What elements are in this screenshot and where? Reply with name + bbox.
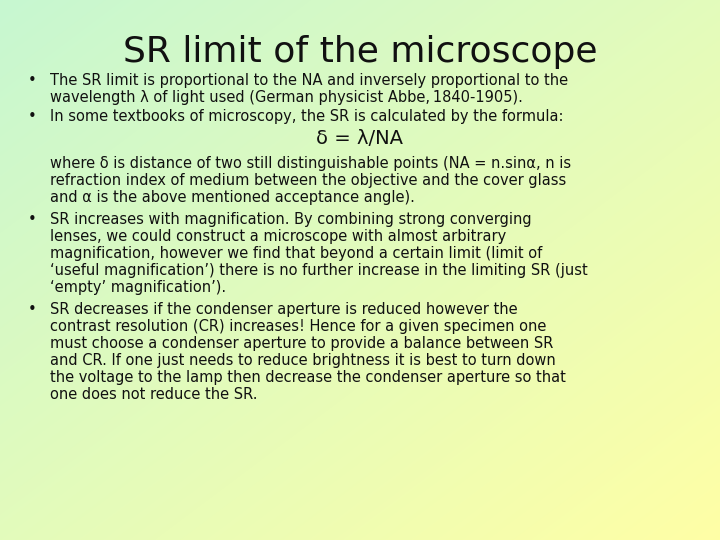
Text: •: •: [28, 109, 37, 124]
Text: one does not reduce the SR.: one does not reduce the SR.: [50, 387, 258, 402]
Text: •: •: [28, 73, 37, 88]
Text: where δ is distance of two still distinguishable points (NA = n.sinα, n is: where δ is distance of two still disting…: [50, 156, 571, 171]
Text: SR limit of the microscope: SR limit of the microscope: [122, 35, 598, 69]
Text: ‘empty’ magnification’).: ‘empty’ magnification’).: [50, 280, 226, 295]
Text: δ = λ/NA: δ = λ/NA: [317, 129, 403, 148]
Text: the voltage to the lamp then decrease the condenser aperture so that: the voltage to the lamp then decrease th…: [50, 370, 566, 385]
Text: and CR. If one just needs to reduce brightness it is best to turn down: and CR. If one just needs to reduce brig…: [50, 353, 556, 368]
Text: In some textbooks of microscopy, the SR is calculated by the formula:: In some textbooks of microscopy, the SR …: [50, 109, 564, 124]
Text: SR increases with magnification. By combining strong converging: SR increases with magnification. By comb…: [50, 212, 531, 227]
Text: refraction index of medium between the objective and the cover glass: refraction index of medium between the o…: [50, 173, 566, 188]
Text: SR decreases if the condenser aperture is reduced however the: SR decreases if the condenser aperture i…: [50, 302, 518, 317]
Text: magnification, however we find that beyond a certain limit (limit of: magnification, however we find that beyo…: [50, 246, 542, 261]
Text: contrast resolution (CR) increases! Hence for a given specimen one: contrast resolution (CR) increases! Henc…: [50, 319, 546, 334]
Text: wavelength λ of light used (German physicist Abbe, 1840-1905).: wavelength λ of light used (German physi…: [50, 90, 523, 105]
Text: lenses, we could construct a microscope with almost arbitrary: lenses, we could construct a microscope …: [50, 229, 506, 244]
Text: ‘useful magnification’) there is no further increase in the limiting SR (just: ‘useful magnification’) there is no furt…: [50, 263, 588, 278]
Text: •: •: [28, 212, 37, 227]
Text: The SR limit is proportional to the NA and inversely proportional to the: The SR limit is proportional to the NA a…: [50, 73, 568, 88]
Text: must choose a condenser aperture to provide a balance between SR: must choose a condenser aperture to prov…: [50, 336, 554, 351]
Text: and α is the above mentioned acceptance angle).: and α is the above mentioned acceptance …: [50, 190, 415, 205]
Text: •: •: [28, 302, 37, 317]
